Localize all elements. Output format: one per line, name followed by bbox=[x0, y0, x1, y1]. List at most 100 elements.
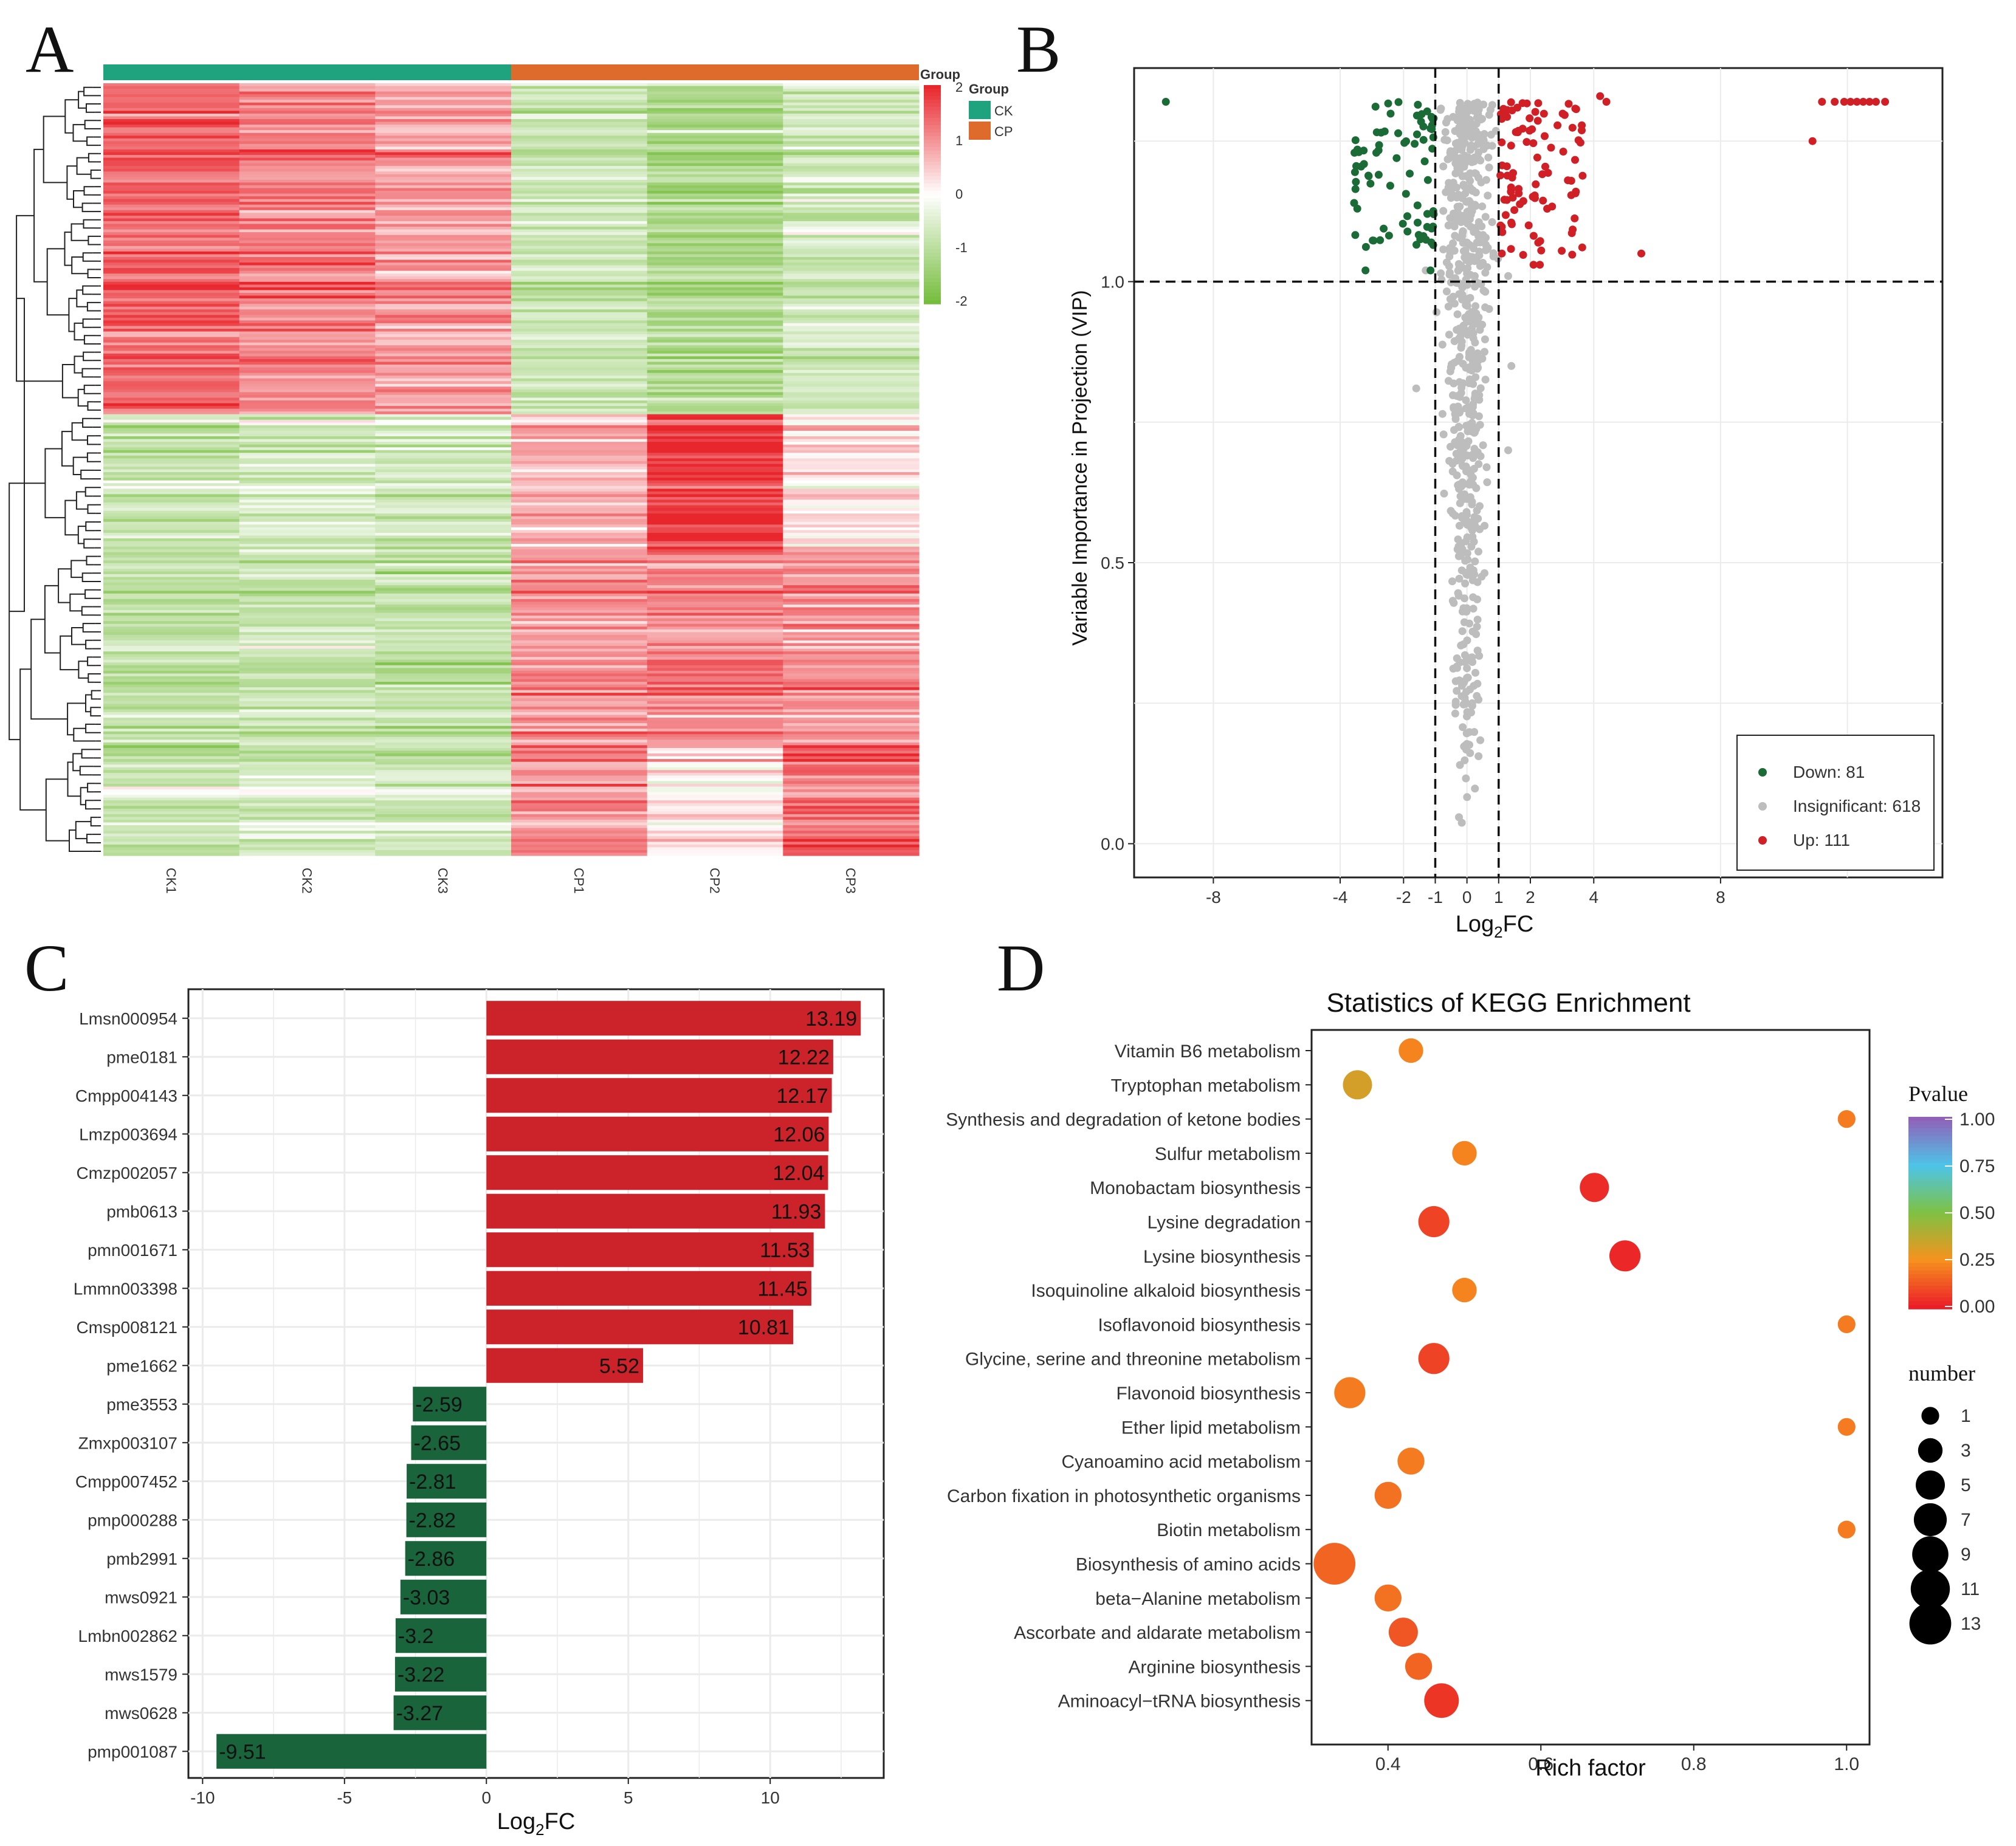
pvalue-colorbar-segment bbox=[1908, 1240, 1952, 1244]
heatmap-cell bbox=[511, 132, 648, 136]
heatmap-cell bbox=[375, 745, 512, 749]
heatmap-cell bbox=[103, 177, 240, 180]
volcano-point bbox=[1474, 752, 1483, 760]
heatmap-cell bbox=[375, 502, 512, 506]
heatmap-cell bbox=[375, 524, 512, 528]
heatmap-cell bbox=[375, 331, 512, 335]
heatmap-cell bbox=[647, 651, 783, 655]
heatmap-cell bbox=[103, 229, 240, 233]
heatmap-cell bbox=[647, 489, 783, 492]
bar-category-label: Lmbn002862 bbox=[78, 1627, 177, 1645]
heatmap-cell bbox=[647, 188, 783, 191]
volcano-point bbox=[1453, 654, 1461, 662]
volcano-point bbox=[1840, 98, 1848, 106]
pvalue-colorbar-segment bbox=[1908, 1274, 1952, 1279]
heatmap-cell bbox=[511, 372, 648, 376]
volcano-point bbox=[1466, 493, 1474, 501]
heatmap-cell bbox=[783, 657, 920, 661]
volcano-point bbox=[1539, 196, 1547, 205]
heatmap-cell bbox=[239, 530, 376, 534]
heatmap-cell bbox=[103, 563, 240, 566]
bar-rect bbox=[486, 1309, 794, 1345]
heatmap-cell bbox=[375, 734, 512, 738]
bar-value-label: -2.86 bbox=[408, 1548, 455, 1571]
heatmap-cell bbox=[783, 604, 920, 608]
heatmap-cell bbox=[511, 715, 648, 718]
heatmap-cell bbox=[239, 729, 376, 732]
heatmap-cell bbox=[783, 232, 920, 236]
heatmap-cell bbox=[783, 640, 920, 644]
volcano-point bbox=[1445, 269, 1454, 277]
heatmap-cell bbox=[511, 527, 648, 530]
volcano-y-axis-title: Variable Importance in Projection (VIP) bbox=[1068, 290, 1092, 645]
heatmap-cell bbox=[783, 281, 920, 285]
dendrogram-branch bbox=[81, 606, 95, 616]
bar-value-label: -3.27 bbox=[396, 1702, 444, 1725]
heatmap-cell bbox=[647, 527, 783, 530]
heatmap-cell bbox=[783, 588, 920, 591]
heatmap-cell bbox=[647, 166, 783, 170]
heatmap-cell bbox=[783, 301, 920, 304]
dendrogram-branch bbox=[66, 165, 77, 200]
heatmap-cell bbox=[647, 397, 783, 401]
bar-category-label: pme0181 bbox=[106, 1048, 177, 1066]
heatmap-cell bbox=[783, 817, 920, 820]
heatmap-cell bbox=[103, 679, 240, 682]
heatmap-cell bbox=[239, 185, 376, 189]
volcano-point bbox=[1403, 212, 1411, 221]
heatmap-cell bbox=[783, 111, 920, 114]
heatmap-cell bbox=[103, 326, 240, 329]
heatmap-cell bbox=[375, 563, 512, 566]
volcano-point bbox=[1471, 668, 1479, 677]
heatmap-cell bbox=[511, 701, 648, 704]
heatmap-cell bbox=[375, 392, 512, 396]
heatmap-cell bbox=[783, 265, 920, 269]
heatmap-cell bbox=[103, 715, 240, 718]
heatmap-cell bbox=[511, 265, 648, 269]
dendrogram-branch bbox=[64, 232, 72, 266]
heatmap-cell bbox=[103, 538, 240, 542]
heatmap-cell bbox=[375, 411, 512, 415]
heatmap-cell bbox=[511, 353, 648, 357]
volcano-point bbox=[1567, 229, 1576, 238]
heatmap-cell bbox=[239, 585, 376, 589]
volcano-legend-box bbox=[1736, 735, 1935, 871]
heatmap-cell bbox=[511, 532, 648, 537]
kegg-x-tick-label: 0.6 bbox=[1528, 1754, 1553, 1774]
heatmap-cell bbox=[783, 334, 920, 338]
volcano-point bbox=[1463, 238, 1471, 247]
heatmap-cell bbox=[239, 138, 376, 142]
heatmap-cell bbox=[647, 141, 783, 145]
group-legend-label: CP bbox=[994, 124, 1013, 139]
heatmap-cell bbox=[783, 679, 920, 682]
heatmap-cell bbox=[103, 475, 240, 478]
heatmap-cell bbox=[375, 97, 512, 100]
pvalue-colorbar-segment bbox=[1908, 1232, 1952, 1237]
heatmap-cell bbox=[103, 668, 240, 671]
heatmap-cell bbox=[103, 566, 240, 569]
kegg-point bbox=[1334, 1377, 1366, 1409]
heatmap-cell bbox=[375, 712, 512, 716]
heatmap-cell bbox=[647, 706, 783, 710]
bar-x-tick-label: 5 bbox=[624, 1788, 633, 1807]
heatmap-cell bbox=[375, 276, 512, 280]
heatmap-cell bbox=[239, 643, 376, 647]
colorbar-segment bbox=[924, 205, 941, 210]
heatmap-cell bbox=[783, 612, 920, 616]
heatmap-cell bbox=[511, 425, 648, 429]
heatmap-cell bbox=[647, 814, 783, 818]
heatmap-cell bbox=[647, 602, 783, 605]
heatmap-cell bbox=[647, 472, 783, 476]
heatmap-cell bbox=[647, 136, 783, 139]
heatmap-cell bbox=[239, 659, 376, 663]
volcano-point bbox=[1470, 682, 1478, 690]
heatmap-cell bbox=[239, 753, 376, 757]
heatmap-cell bbox=[647, 290, 783, 293]
heatmap-cell bbox=[239, 292, 376, 297]
heatmap-cell bbox=[511, 753, 648, 757]
heatmap-cell bbox=[511, 739, 648, 743]
heatmap-cell bbox=[103, 262, 240, 266]
heatmap-cell bbox=[103, 676, 240, 680]
volcano-point bbox=[1872, 98, 1880, 106]
heatmap-cell bbox=[239, 781, 376, 784]
